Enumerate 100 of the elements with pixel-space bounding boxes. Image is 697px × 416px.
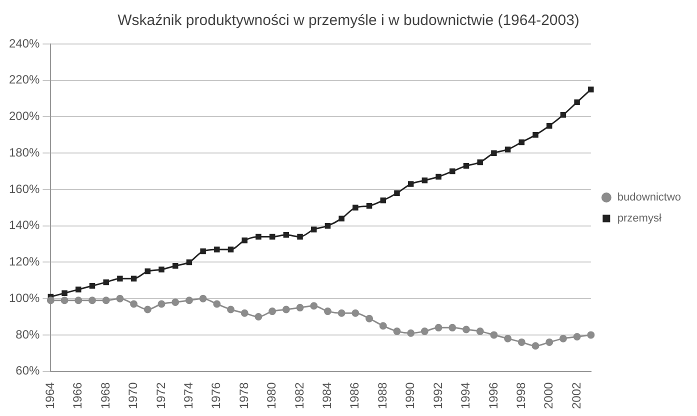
x-tick-label: 1986 [348, 382, 362, 410]
point [559, 334, 567, 342]
point [379, 322, 387, 330]
point [269, 234, 276, 240]
point [74, 296, 82, 304]
point [268, 308, 276, 316]
point [283, 232, 290, 238]
y-tick-label: 80% [16, 327, 40, 342]
point [338, 216, 344, 222]
x-tick-label: 1990 [403, 382, 418, 410]
x-tick-label: 1974 [182, 382, 196, 410]
x-tick-label: 2002 [569, 382, 584, 410]
point [532, 132, 538, 138]
chart-title: Wskaźnik produktywności w przemyśle i w budownictwie (1964-2003) [118, 12, 580, 30]
point [214, 246, 220, 252]
x-tick-label: 1964 [43, 382, 58, 410]
point [102, 296, 110, 304]
x-tick-label: 1980 [264, 382, 279, 410]
point [380, 198, 386, 204]
point [366, 202, 372, 209]
point [89, 282, 96, 289]
y-tick-label: 100% [8, 290, 40, 305]
point [76, 286, 82, 292]
point [436, 174, 442, 180]
point [518, 338, 526, 346]
point [394, 190, 400, 196]
y-tick-label: 240% [8, 36, 40, 50]
point [504, 146, 511, 152]
point [477, 159, 483, 166]
point [144, 306, 152, 314]
point [434, 324, 442, 332]
point [504, 334, 512, 342]
point [213, 300, 221, 308]
point [408, 181, 414, 187]
point [116, 294, 124, 302]
point [46, 296, 54, 304]
point [324, 308, 332, 316]
x-tick-label: 1978 [236, 382, 251, 410]
point [546, 122, 552, 129]
point [518, 139, 525, 146]
point [324, 222, 331, 229]
point [448, 324, 456, 332]
x-tick-label: 1984 [320, 382, 334, 410]
point [462, 326, 470, 334]
point [60, 296, 68, 304]
point [88, 296, 96, 304]
x-tick-label: 1994 [458, 382, 473, 410]
point [573, 333, 581, 341]
point [185, 296, 193, 304]
point [282, 306, 290, 314]
x-tick-label: 1982 [292, 382, 306, 410]
point [199, 294, 207, 302]
point [172, 298, 180, 306]
point [130, 300, 138, 308]
point [393, 328, 401, 336]
point [144, 268, 151, 274]
point [158, 300, 166, 308]
point [228, 246, 234, 252]
point [422, 178, 428, 184]
x-tick-label: 1976 [209, 382, 224, 410]
point [103, 279, 109, 286]
y-tick-label: 220% [8, 72, 40, 87]
point [420, 328, 428, 336]
x-tick-label: 1998 [514, 382, 528, 410]
point [574, 99, 580, 106]
x-tick-label: 1966 [70, 382, 85, 410]
point [254, 313, 262, 321]
point [366, 314, 374, 322]
point [256, 234, 262, 240]
x-tick-label: 1972 [154, 382, 168, 410]
point [186, 259, 192, 266]
point [117, 276, 123, 282]
point [546, 338, 554, 346]
point [158, 266, 164, 272]
point [560, 112, 566, 118]
point [407, 329, 415, 337]
point [588, 86, 594, 92]
point [242, 238, 248, 244]
x-tick-label: 1992 [430, 382, 445, 410]
point [338, 309, 346, 317]
point [352, 309, 360, 317]
y-tick-label: 200% [8, 109, 40, 124]
y-tick-label: 180% [8, 145, 40, 160]
point [240, 309, 248, 317]
point [491, 150, 497, 156]
x-tick-label: 1968 [98, 382, 112, 410]
y-tick-label: 120% [8, 254, 40, 269]
point [227, 306, 235, 314]
x-tick-label: 1970 [126, 382, 140, 410]
point [172, 262, 178, 269]
y-tick-label: 140% [8, 218, 40, 232]
x-tick-label: 1996 [486, 382, 500, 410]
x-tick-label: 2000 [542, 382, 556, 410]
legend-label: budownictwo [617, 192, 681, 204]
point [297, 234, 303, 240]
x-tick-label: 1988 [375, 382, 390, 410]
y-tick-label: 160% [8, 182, 40, 196]
point [130, 276, 137, 282]
point [296, 304, 304, 312]
point [587, 331, 595, 339]
